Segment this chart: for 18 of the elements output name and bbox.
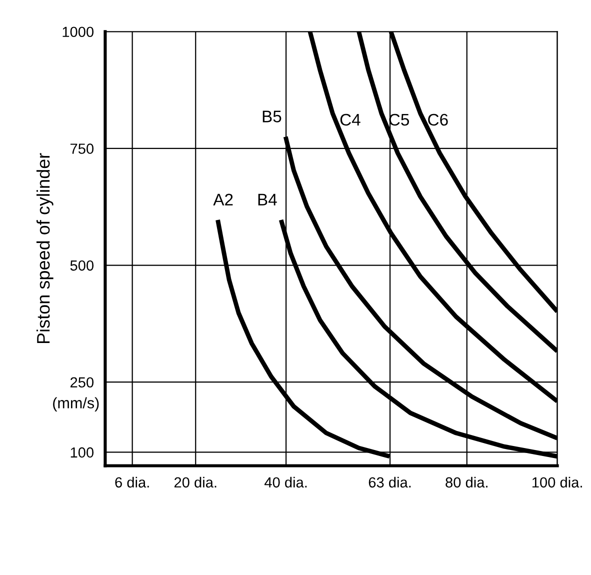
y-tick-label: 100 — [70, 447, 94, 458]
series-label: A2 — [213, 194, 233, 206]
y-tick-label: 500 — [70, 260, 94, 271]
series-label: C4 — [340, 114, 360, 126]
y-tick-label: 1000 — [62, 26, 94, 38]
x-tick-label: 40 dia. — [264, 476, 307, 488]
y-axis-title: Piston speed of cylinder — [36, 153, 54, 344]
x-tick-label: 20 dia. — [174, 476, 216, 488]
x-tick-label: 63 dia. — [368, 476, 411, 488]
x-tick-label: 80 dia. — [446, 476, 488, 488]
series-label: C6 — [428, 114, 448, 126]
series-label: B5 — [262, 110, 282, 122]
y-tick-label: 750 — [70, 144, 94, 154]
x-tick-label: 100 dia. — [532, 476, 582, 488]
text: (mm/s) — [53, 397, 99, 412]
series-label: B4 — [258, 194, 277, 206]
x-tick-label: 6 dia. — [115, 476, 149, 488]
y-tick-label: 250 — [70, 377, 94, 388]
